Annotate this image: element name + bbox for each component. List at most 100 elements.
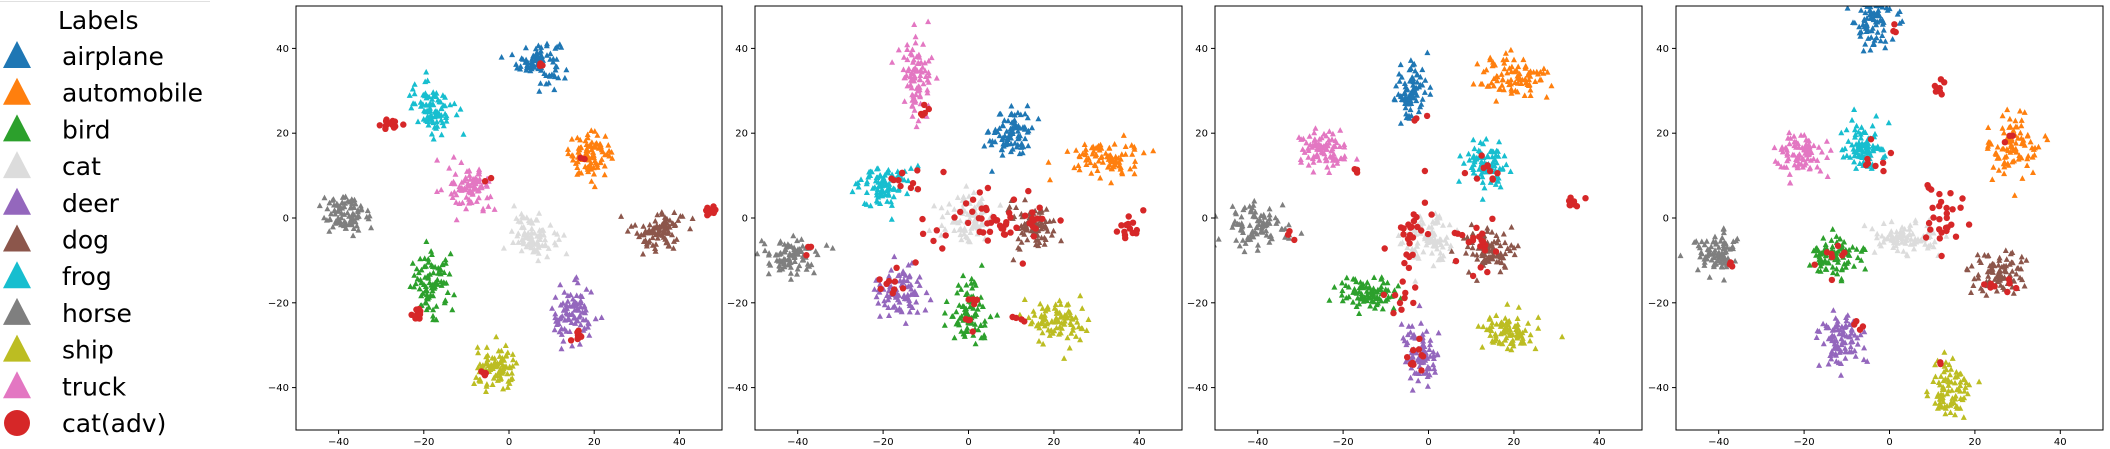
point-bird	[446, 270, 453, 277]
point-airplane	[1867, 46, 1874, 53]
point-ship	[495, 347, 502, 354]
point-horse	[755, 254, 756, 255]
point-deer	[1849, 338, 1856, 344]
point-deer	[577, 298, 584, 305]
point-horse	[348, 197, 355, 203]
point-ship	[1479, 344, 1486, 350]
point-airplane	[1422, 77, 1429, 83]
point-automobile	[1535, 70, 1541, 77]
point-cat-adv	[1125, 213, 1132, 220]
point-truck	[1315, 141, 1321, 147]
point-airplane	[1866, 6, 1873, 7]
point-automobile	[2012, 145, 2019, 152]
point-airplane	[1035, 115, 1042, 122]
legend-label: cat	[62, 152, 101, 181]
point-cat-adv	[888, 175, 895, 182]
point-cat-adv	[919, 215, 926, 223]
point-deer	[581, 325, 588, 331]
point-frog	[1851, 148, 1858, 155]
point-airplane	[1413, 71, 1420, 78]
point-automobile	[1527, 92, 1534, 98]
point-cat	[971, 219, 978, 225]
point-deer	[1820, 320, 1827, 327]
point-dog	[1018, 222, 1025, 229]
point-cat-adv	[1839, 252, 1846, 259]
point-bird	[418, 292, 425, 299]
point-cat-adv	[1936, 226, 1943, 233]
point-deer	[1409, 387, 1416, 393]
point-automobile	[1502, 50, 1509, 56]
legend-label: horse	[62, 299, 132, 328]
point-truck	[919, 64, 926, 70]
point-truck	[1321, 144, 1328, 150]
point-horse	[1239, 237, 1246, 243]
point-ship	[1493, 321, 1500, 327]
point-automobile	[1530, 69, 1537, 75]
point-truck	[1311, 129, 1318, 136]
point-automobile	[2042, 132, 2049, 139]
point-automobile	[2018, 117, 2025, 123]
point-ship	[1021, 296, 1028, 302]
point-ship	[1057, 314, 1064, 320]
point-cat-adv	[1891, 21, 1898, 28]
point-horse	[1701, 262, 1708, 268]
point-ship	[1066, 309, 1073, 315]
x-tick-label: −20	[1333, 437, 1354, 448]
point-cat-adv	[1411, 117, 1418, 124]
point-truck	[1353, 156, 1360, 162]
point-cat-adv	[1853, 318, 1860, 325]
point-ship	[1503, 328, 1510, 335]
point-dog	[1485, 258, 1492, 264]
point-deer	[577, 321, 584, 328]
point-automobile	[1500, 56, 1507, 63]
point-automobile	[2011, 157, 2017, 164]
point-dog	[2021, 282, 2028, 289]
point-frog	[1859, 151, 1866, 158]
point-dog	[1987, 262, 1993, 269]
point-frog	[1873, 112, 1880, 119]
y-tick-label: 40	[1195, 44, 1208, 55]
point-bird	[1358, 293, 1365, 299]
point-horse	[1298, 230, 1305, 236]
point-deer	[555, 320, 562, 327]
point-ship	[1066, 344, 1073, 351]
point-deer	[895, 296, 901, 303]
point-deer	[1836, 345, 1843, 352]
point-cat	[528, 225, 535, 232]
point-cat	[1443, 240, 1450, 246]
point-ship	[489, 381, 496, 387]
point-frog	[1479, 173, 1486, 180]
point-automobile	[594, 132, 601, 138]
point-cat-adv	[1291, 236, 1298, 244]
point-airplane	[1395, 91, 1402, 97]
point-truck	[1783, 144, 1790, 151]
point-ship	[1078, 325, 1085, 331]
point-cat	[1894, 247, 1901, 254]
point-airplane	[547, 50, 554, 57]
point-horse	[328, 210, 334, 217]
point-ship	[1046, 332, 1053, 338]
point-ship	[1072, 314, 1079, 320]
point-ship	[1961, 388, 1968, 394]
x-tick-label: −40	[787, 437, 808, 448]
point-horse	[358, 206, 365, 212]
point-truck	[1314, 152, 1321, 159]
point-dog	[1489, 252, 1496, 259]
point-cat	[1901, 225, 1908, 232]
point-truck	[1312, 125, 1319, 131]
point-cat-adv	[1025, 187, 1032, 195]
point-ship	[1499, 340, 1506, 347]
point-bird	[1838, 275, 1845, 282]
point-ship	[497, 357, 504, 364]
point-cat-adv	[2004, 288, 2011, 296]
point-cat-adv	[1470, 234, 1477, 242]
point-airplane	[1402, 100, 1409, 106]
point-automobile	[578, 169, 585, 176]
point-deer	[1830, 307, 1837, 313]
point-cat	[1898, 239, 1905, 245]
point-cat-adv	[898, 170, 906, 177]
legend-entry: airplane	[3, 41, 164, 71]
point-deer	[1838, 335, 1845, 342]
point-automobile	[1499, 76, 1506, 82]
point-automobile	[1122, 151, 1129, 157]
